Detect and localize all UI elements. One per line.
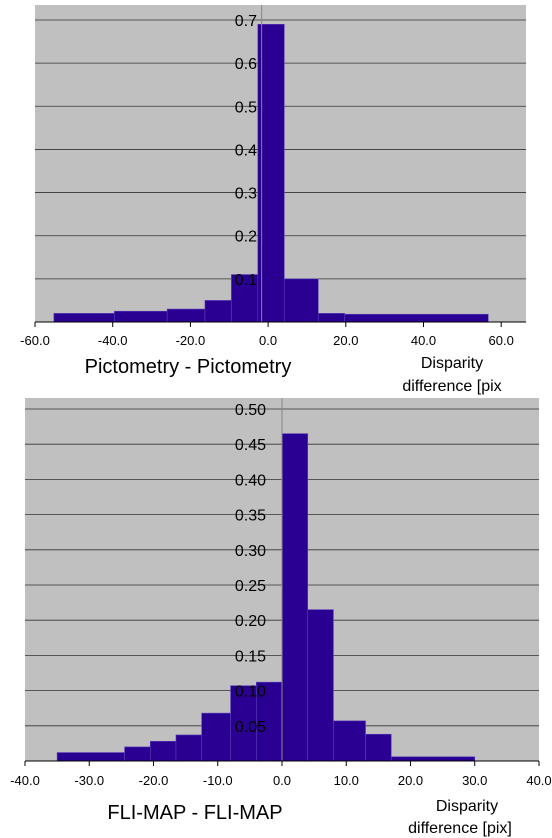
histogram-bar: [204, 300, 232, 323]
histogram-bar: [53, 313, 115, 323]
x-tick-label: 20.0: [398, 773, 423, 788]
histogram-bar: [344, 313, 489, 323]
histogram-bar: [283, 278, 319, 323]
x-axis-label-line-2: difference [pix]: [408, 820, 512, 837]
x-tick-label: -30.0: [74, 773, 104, 788]
x-tick-label: 30.0: [462, 773, 487, 788]
x-tick-label: -60.0: [20, 333, 50, 348]
x-tick-labels: -60.0 -40.0 -20.0 0.0 20.0 40.0 60.0: [20, 322, 514, 348]
y-tick-label: 0.4: [235, 142, 257, 159]
y-tick-label: 0.35: [235, 508, 266, 525]
histogram-bar: [281, 433, 309, 762]
x-axis-label-line-1: Disparity: [421, 355, 483, 372]
histogram-bar: [230, 685, 257, 762]
y-tick-label: 0.05: [235, 719, 266, 736]
x-tick-label: -20.0: [176, 333, 206, 348]
y-tick-labels: 0.05 0.10 0.15 0.20 0.25 0.30 0.35 0.40 0.45 0.50: [235, 402, 266, 736]
histogram-bar: [390, 756, 476, 762]
chart-title: FLI-MAP - FLI-MAP: [107, 802, 282, 824]
x-tick-label: -10.0: [203, 773, 233, 788]
histogram-bars: [53, 24, 489, 323]
y-tick-labels: 0.1 0.2 0.3 0.4 0.5 0.6 0.7: [235, 13, 257, 289]
x-tick-label: 40.0: [411, 333, 436, 348]
histogram-bar: [333, 720, 366, 762]
x-tick-label: -40.0: [10, 773, 40, 788]
histogram-bar: [257, 24, 285, 323]
y-tick-label: 0.10: [235, 684, 266, 701]
x-axis-label-line-2: difference [pix: [402, 378, 501, 395]
histogram-bar: [56, 752, 125, 762]
x-tick-label: 0.0: [273, 773, 291, 788]
y-tick-label: 0.6: [235, 56, 257, 73]
histogram-bar: [365, 733, 392, 762]
histogram-bar: [114, 310, 168, 323]
chart-flimap: 0.05 0.10 0.15 0.20 0.25 0.30 0.35 0.40 0.45 0.50…: [10, 398, 552, 837]
y-tick-label: 0.40: [235, 472, 266, 489]
y-tick-label: 0.50: [235, 402, 266, 419]
y-tick-label: 0.5: [235, 99, 257, 116]
histogram-bar: [201, 712, 231, 762]
x-tick-label: 10.0: [334, 773, 359, 788]
x-tick-label: 0.0: [259, 333, 277, 348]
x-tick-label: 60.0: [489, 333, 514, 348]
x-axis-label-line-1: Disparity: [436, 798, 498, 815]
y-tick-label: 0.20: [235, 613, 266, 630]
x-tick-label: 40.0: [526, 773, 551, 788]
histogram-bar: [307, 609, 334, 762]
y-tick-label: 0.3: [235, 186, 257, 203]
x-tick-label: 20.0: [333, 333, 358, 348]
histogram-bar: [175, 734, 202, 762]
histogram-bar: [317, 313, 346, 323]
chart-title: Pictometry - Pictometry: [85, 356, 292, 378]
y-tick-label: 0.25: [235, 578, 266, 595]
histogram-bar: [124, 746, 151, 762]
y-tick-label: 0.7: [235, 13, 257, 30]
chart-pictometry: 0.1 0.2 0.3 0.4 0.5 0.6 0.7 -60.0 -40.0 -20.0 0.0…: [20, 5, 526, 395]
histogram-bar: [166, 308, 206, 323]
y-tick-label: 0.2: [235, 229, 257, 246]
x-tick-label: -40.0: [98, 333, 128, 348]
y-tick-label: 0.15: [235, 648, 266, 665]
histogram-bars: [56, 433, 476, 762]
histogram-bar: [149, 740, 177, 762]
y-tick-label: 0.1: [235, 272, 257, 289]
x-tick-labels: -40.0 -30.0 -20.0 -10.0 0.0 10.0 20.0 30.0 40.0: [10, 761, 552, 788]
y-tick-label: 0.45: [235, 437, 266, 454]
x-tick-label: -20.0: [139, 773, 169, 788]
y-tick-label: 0.30: [235, 543, 266, 560]
